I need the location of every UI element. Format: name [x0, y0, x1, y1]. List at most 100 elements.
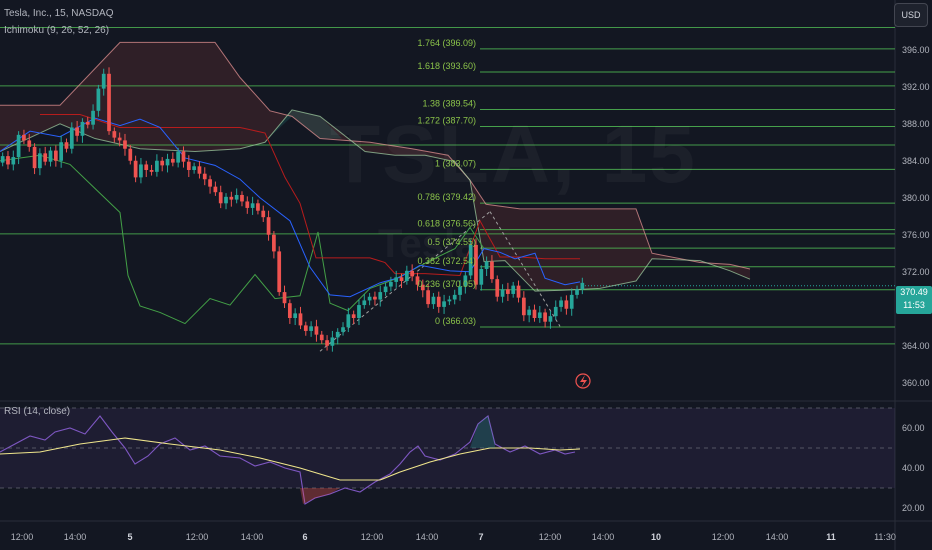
- candle-body: [580, 282, 585, 290]
- candle-body: [394, 277, 399, 282]
- candle-body: [532, 309, 537, 318]
- candle-body: [48, 150, 53, 162]
- candle-body: [442, 301, 446, 307]
- time-axis-label: 14:00: [416, 532, 439, 542]
- time-axis-label: 14:00: [64, 532, 87, 542]
- lightning-icon: [575, 373, 591, 389]
- candle-body: [101, 73, 106, 89]
- candle-body: [293, 313, 298, 318]
- candle-body: [319, 334, 324, 341]
- candle-body: [245, 201, 250, 208]
- price-axis-label: 392.00: [902, 82, 930, 92]
- lightning-icon: [580, 375, 587, 388]
- currency-button[interactable]: USD: [894, 3, 928, 27]
- candle-body: [123, 140, 127, 149]
- candle-body: [117, 137, 122, 141]
- candle-body: [543, 312, 547, 322]
- candle-body: [500, 289, 505, 297]
- candle-body: [208, 179, 212, 187]
- rsi-axis-label: 20.00: [902, 503, 925, 513]
- candle-body: [537, 312, 542, 318]
- candle-body: [367, 296, 372, 301]
- price-axis-label: 376.00: [902, 230, 930, 240]
- candle-body: [80, 121, 85, 136]
- rsi-axis-label: 40.00: [902, 463, 925, 473]
- candle-body: [43, 153, 48, 162]
- candle-body: [181, 151, 186, 162]
- candle-body: [389, 281, 393, 287]
- fib-label: 1.618 (393.60): [417, 61, 476, 71]
- price-axis-label: 396.00: [902, 45, 930, 55]
- candle-body: [351, 314, 356, 318]
- candle-body: [202, 173, 207, 180]
- candle-body: [463, 275, 468, 287]
- conversion-line: [0, 117, 581, 298]
- rsi-ma-line: [0, 437, 581, 481]
- price-axis-label: 372.00: [902, 267, 930, 277]
- time-axis-label: 12:00: [11, 532, 34, 542]
- candle-body: [229, 196, 234, 200]
- bar-countdown: 11:53: [903, 300, 925, 310]
- last-price: 370.49: [900, 287, 928, 297]
- candle-body: [452, 294, 457, 300]
- symbol-legend[interactable]: Tesla, Inc., 15, NASDAQ: [4, 8, 114, 19]
- price-axis-label: 380.00: [902, 193, 930, 203]
- candle-body: [559, 300, 563, 307]
- candle-body: [298, 313, 303, 326]
- fib-label: 0.786 (379.42): [417, 192, 476, 202]
- time-axis-label: 12:00: [361, 532, 384, 542]
- candle-body: [506, 289, 510, 294]
- candle-body: [277, 251, 282, 293]
- rsi-legend[interactable]: RSI (14, close): [4, 406, 71, 417]
- candle-body: [224, 196, 228, 204]
- candle-body: [176, 151, 181, 163]
- candle-body: [64, 142, 69, 149]
- candle-body: [144, 164, 149, 170]
- candle-body: [479, 268, 484, 285]
- candle-body: [357, 305, 361, 318]
- rsi-oversold-fill: [300, 488, 340, 504]
- candle-body: [341, 327, 345, 332]
- candle-body: [404, 270, 409, 281]
- candle-body: [261, 210, 266, 218]
- candle-body: [287, 303, 292, 318]
- candle-body: [234, 194, 239, 200]
- candle-body: [6, 156, 10, 165]
- candle-body: [447, 299, 452, 302]
- candle-body: [139, 164, 143, 178]
- candle-body: [314, 326, 319, 335]
- candle-body: [484, 261, 489, 269]
- time-axis-label: 5: [127, 532, 132, 542]
- candle-body: [170, 158, 175, 163]
- candle-body: [218, 192, 223, 204]
- time-axis-label: 7: [478, 532, 483, 542]
- time-axis-label: 10: [651, 532, 661, 542]
- candle-body: [53, 150, 58, 161]
- candle-body: [213, 186, 218, 193]
- candle-body: [282, 292, 287, 304]
- candle-body: [468, 244, 473, 276]
- candle-body: [309, 326, 313, 331]
- candle-body: [240, 194, 244, 202]
- candle-body: [325, 340, 329, 346]
- candle-body: [495, 279, 500, 297]
- candle-body: [112, 131, 117, 138]
- candle-body: [96, 88, 101, 111]
- candle-body: [272, 234, 276, 252]
- candle-body: [399, 277, 404, 281]
- time-axis-label: 6: [302, 532, 307, 542]
- candle-body: [373, 296, 377, 300]
- price-axis-label: 388.00: [902, 119, 930, 129]
- rsi-axis-label: 60.00: [902, 423, 925, 433]
- candle-body: [474, 244, 478, 285]
- fib-trend-line: [489, 211, 561, 327]
- time-axis-label: 11: [826, 532, 836, 542]
- candle-body: [490, 261, 494, 280]
- fib-label: 1.272 (387.70): [417, 116, 476, 126]
- time-axis-label: 14:00: [241, 532, 264, 542]
- ichimoku-cloud: [0, 42, 750, 292]
- candle-body: [511, 285, 516, 294]
- ichimoku-legend[interactable]: Ichimoku (9, 26, 52, 26): [4, 25, 110, 36]
- candle-body: [16, 134, 21, 158]
